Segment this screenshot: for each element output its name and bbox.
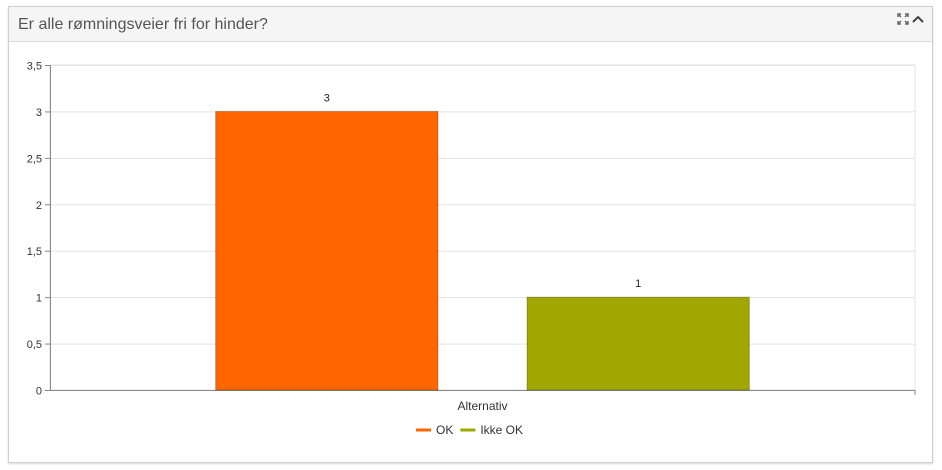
y-tick-label: 3 <box>36 107 42 119</box>
legend-item: Ikke OK <box>480 423 523 437</box>
x-axis-label: Alternativ <box>457 399 507 413</box>
panel-title: Er alle rømningsveier fri for hinder? <box>18 16 268 33</box>
expand-icon[interactable] <box>897 13 909 25</box>
legend-item: OK <box>436 423 453 437</box>
panel-header: Er alle rømningsveier fri for hinder? <box>9 7 932 42</box>
y-tick-label: 3,5 <box>27 61 42 73</box>
data-label: 1 <box>635 278 641 290</box>
y-tick-label: 2 <box>36 200 42 212</box>
y-tick-label: 1 <box>36 293 42 305</box>
y-tick-label: 2,5 <box>27 153 42 165</box>
plot-area <box>49 64 916 391</box>
collapse-chevron-icon[interactable] <box>912 14 924 24</box>
bar-ikke-ok <box>526 296 750 391</box>
y-tick-label: 0,5 <box>27 339 42 351</box>
data-label: 3 <box>324 92 330 104</box>
chart-panel: Er alle rømningsveier fri for hinder? <box>8 6 933 463</box>
y-tick-label: 0 <box>36 386 42 398</box>
y-tick-label: 1,5 <box>27 246 42 258</box>
bar-ok <box>215 110 439 391</box>
